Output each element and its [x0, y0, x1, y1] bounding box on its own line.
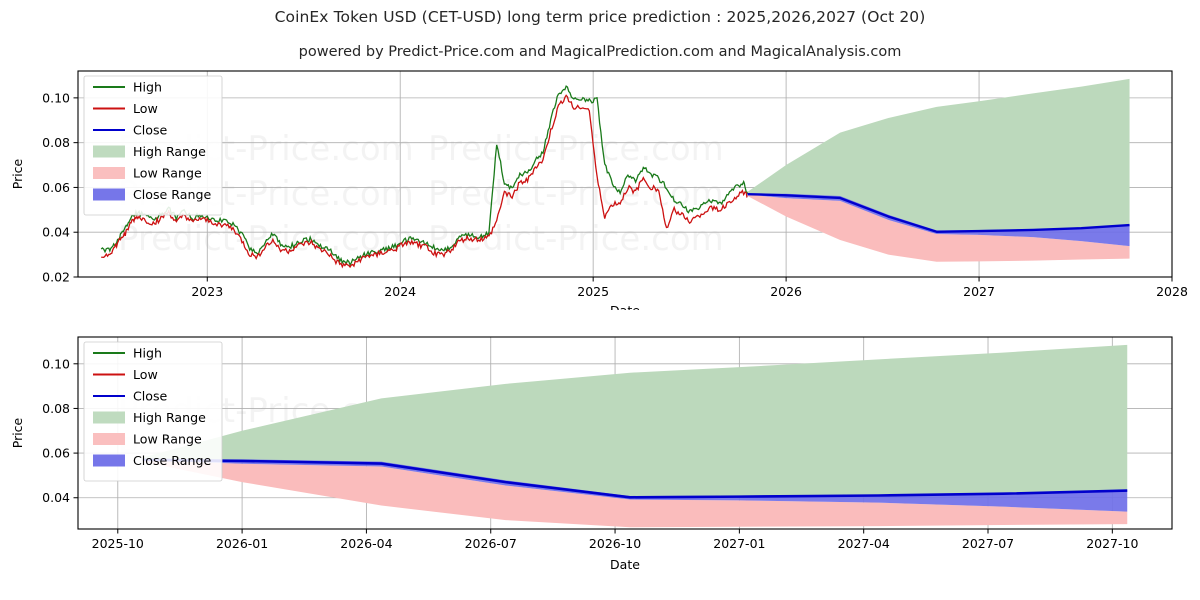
watermark-text: Predict-Price.com	[428, 174, 724, 214]
y-tick-label: 0.06	[42, 180, 70, 195]
x-tick-label: 2027-04	[838, 536, 890, 551]
y-tick-label: 0.04	[42, 490, 70, 505]
legend-patch-swatch	[93, 145, 125, 158]
legend-label: High	[133, 345, 162, 360]
forecast-close-line	[747, 192, 1130, 233]
x-tick-label: 2025	[577, 284, 609, 299]
watermark-text: Predict-Price.com	[428, 129, 724, 169]
history-high-line	[100, 85, 749, 267]
history-low-line	[101, 94, 748, 269]
high-range-band	[747, 78, 1130, 232]
legend-patch-swatch	[93, 411, 125, 424]
x-tick-label: 2028	[1156, 284, 1188, 299]
plot-frame	[77, 70, 1173, 278]
x-tick-label: 2026-01	[216, 536, 268, 551]
legend-label: High Range	[133, 410, 206, 425]
y-tick-label: 0.06	[42, 446, 70, 461]
x-tick-label: 2026-07	[465, 536, 517, 551]
legend-label: Close	[133, 122, 168, 137]
legend-background	[83, 75, 223, 216]
page-subtitle: powered by Predict-Price.com and Magical…	[298, 44, 902, 60]
legend-patch-swatch	[93, 188, 125, 201]
x-tick-label: 2027	[963, 284, 995, 299]
y-tick-label: 0.08	[42, 135, 70, 150]
x-tick-label: 2027-07	[962, 536, 1014, 551]
watermark-text: Predict-Price.com	[118, 219, 414, 259]
chart-legend: High Low Close High Range Low Range Close Ran…	[83, 341, 223, 482]
legend-label: Close Range	[133, 453, 211, 468]
x-axis-label: Date	[610, 303, 640, 310]
page-title: CoinEx Token USD (CET-USD) long term pri…	[274, 8, 926, 26]
low-range-band	[142, 460, 1128, 528]
y-axis-label: Price	[10, 158, 25, 189]
y-tick-label: 0.10	[42, 356, 70, 371]
x-tick-label: 2023	[191, 284, 223, 299]
legend-patch-swatch	[93, 433, 125, 445]
legend-label: High	[133, 79, 162, 94]
legend-label: High Range	[133, 144, 206, 159]
legend-label: Low Range	[133, 431, 202, 446]
axes: 0.04 0.06 0.08 0.10 2025-10 2026-01 2026-04 202…	[42, 356, 1138, 551]
axes: 0.02 0.04 0.06 0.08 0.10 2023 2024 2025 2026 2027…	[42, 90, 1188, 299]
plot-frame	[77, 336, 1173, 530]
legend-label: Low Range	[133, 165, 202, 180]
y-tick-label: 0.04	[42, 225, 70, 240]
x-tick-label: 2026-10	[589, 536, 641, 551]
legend-label: Low	[133, 367, 158, 382]
close-range-band	[747, 193, 1130, 247]
forecast-close-line	[142, 458, 1128, 499]
x-tick-label: 2027-01	[713, 536, 765, 551]
legend-label: Close	[133, 388, 168, 403]
y-axis-label: Price	[10, 417, 25, 448]
x-tick-label: 2027-10	[1086, 536, 1138, 551]
legend-label: Low	[133, 101, 158, 116]
legend-background	[83, 341, 223, 482]
y-tick-label: 0.10	[42, 90, 70, 105]
bottom-forecast-chart: Predict-Price.comPredict-Price.comPredic…	[10, 336, 1173, 572]
x-tick-label: 2025-10	[92, 536, 144, 551]
low-range-band	[747, 194, 1130, 262]
y-tick-label: 0.08	[42, 401, 70, 416]
close-range-band	[142, 459, 1128, 512]
x-tick-label: 2024	[384, 284, 416, 299]
chart-legend: High Low Close High Range Low Range Close Ran…	[83, 75, 223, 216]
top-price-chart: Predict-Price.com Predict-Price.com Predic…	[10, 70, 1188, 310]
y-tick-label: 0.02	[42, 270, 70, 285]
x-axis-label: Date	[610, 557, 640, 572]
legend-patch-swatch	[93, 454, 125, 467]
x-tick-label: 2026	[770, 284, 802, 299]
high-range-band	[142, 344, 1128, 498]
watermark-text: Predict-Price.com	[428, 219, 724, 259]
x-tick-label: 2026-04	[340, 536, 392, 551]
legend-patch-swatch	[93, 167, 125, 179]
legend-label: Close Range	[133, 187, 211, 202]
